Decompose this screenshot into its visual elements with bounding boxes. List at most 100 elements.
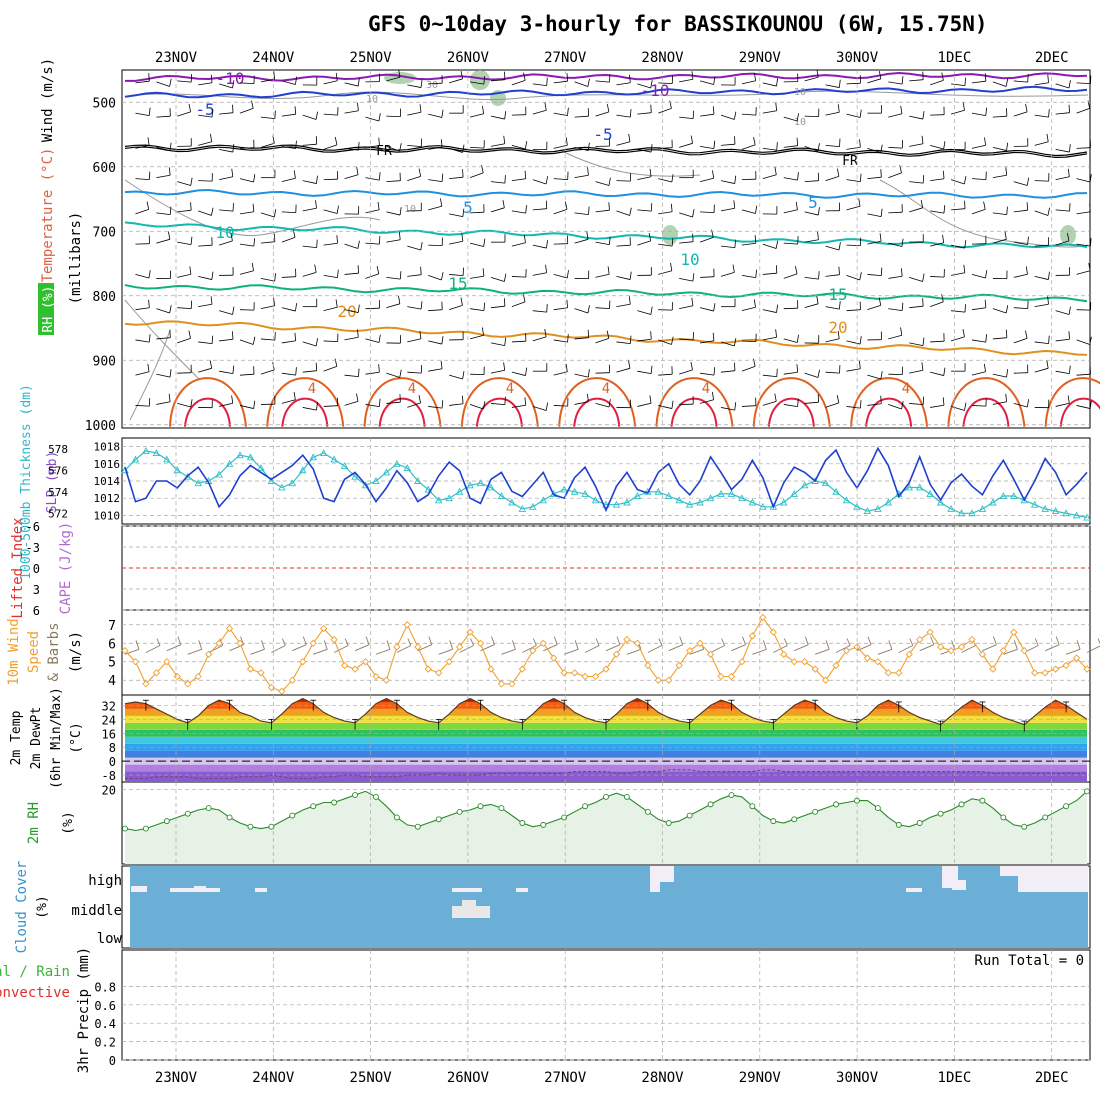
wind-barb [469,242,484,247]
wind-barb [490,403,505,406]
wind10m-barb-feather [909,638,914,646]
wind-barb-feather [629,207,632,216]
thickness-point [309,453,317,461]
wind10m-point [1031,669,1039,677]
y-tick-wind: 7 [108,619,116,634]
wind10m-point [236,639,244,647]
wind-barb-feather [985,334,987,343]
rh2m-point [937,810,944,817]
wind-barb-feather [1047,296,1049,305]
wind10m-point [727,672,736,681]
rh2m-point [310,803,317,810]
wind-barb-feather [922,273,925,282]
wind-barb [574,238,589,244]
day-label-top: 26NOV [447,50,490,66]
wind-barb-feather [859,173,862,182]
wind10m-point [382,676,391,684]
wind-barb-feather [836,168,840,177]
rh2m-point [833,801,839,808]
wind-barb-feather [712,332,715,341]
wind-barb-feather [963,264,966,273]
contour-label: 5 [808,193,818,212]
wind-barb [804,303,819,309]
wind-barb [616,303,631,308]
wind-barb [930,340,945,343]
day-label-top: 24NOV [252,50,295,66]
wind-barb-feather [588,206,590,215]
wind-barb-feather [752,358,756,367]
wind-barb-feather [587,78,590,87]
rh2m-panel: 20 [102,783,1090,864]
wind-barb [930,301,944,308]
wind10m-point [487,665,495,673]
chart-title: GFS 0~10day 3-hourly for BASSIKOUNOU (6W… [368,12,988,36]
wind-barb [783,371,798,375]
wind-barb-feather [482,401,486,410]
wind10m-point [340,661,349,670]
wind10m-point [142,680,150,688]
wind-barb [992,337,1007,340]
wind-barb-feather [690,135,693,144]
slp-thickness-panel: 1018 1016 1014 1012 1010 578 576 574 572 [48,441,1091,522]
wind-barb [198,341,213,345]
wind-barb [762,272,777,275]
wind-barb-feather [357,304,360,313]
contour-label: 4 [506,381,514,397]
rh2m-point [582,803,589,810]
wind-barb-feather [1006,142,1009,151]
thickness-point [539,496,548,504]
y-tick-wind: 6 [108,637,116,652]
day-label-bottom: 27NOV [544,1070,587,1086]
wind-barb-feather [734,239,736,248]
high-cloud [660,866,674,882]
thickness-point [560,485,568,493]
wind-barb-feather [253,400,256,409]
wind-barb-feather [503,135,506,144]
wind-barb [658,270,672,275]
wind10m-point [905,650,913,658]
y-tick-lifted: 0 [33,562,40,576]
wind-barb-feather [1027,236,1029,245]
wind10m-barb-feather [783,638,788,646]
wind-barb-feather [357,240,360,249]
wind10m-point [497,680,506,688]
wind10m-point [936,643,945,651]
wind-barb-feather [713,76,716,85]
wind10m-barb [605,644,621,652]
wind-barb-feather [399,369,402,378]
rh2m-point [644,808,651,815]
wind10m-barb-feather [1034,638,1039,646]
high-cloud [255,888,267,892]
slp-line [124,446,1088,513]
wind10m-barb-feather [281,638,286,646]
wind10m-point [184,680,192,688]
wind-barb [198,114,213,118]
wind-barb-feather [1046,133,1049,142]
wind10m-barb [647,645,663,653]
wind-barb [783,116,798,122]
high-cloud [206,888,220,892]
wind-barb [240,82,255,85]
wind-barb-feather [817,143,820,152]
rh2m-point [268,823,275,830]
wind-barb-feather [441,336,444,345]
wind-barb-feather [147,363,150,372]
wind-barb [888,147,903,149]
temperature-label: Temperature (°C) [40,148,56,283]
wind-barb [449,274,464,277]
wind-barb [365,404,380,408]
wind10m-barb-feather [156,638,161,646]
rh2m-point [142,825,149,832]
wind-barb-feather [504,175,506,184]
wind-barb-feather [775,240,779,249]
wind-barb-feather [1089,203,1091,212]
wind-barb-feather [148,299,150,308]
y-tick-precip: 0 [109,1054,116,1068]
wind-barb [971,405,986,407]
wind-barb-feather [983,363,986,372]
wind-barb-feather [399,271,402,280]
y-tick-precip: 0.2 [94,1036,116,1050]
rh2m-point [916,820,923,826]
rh2m-point [226,814,233,821]
isotherm-30 [281,397,329,427]
